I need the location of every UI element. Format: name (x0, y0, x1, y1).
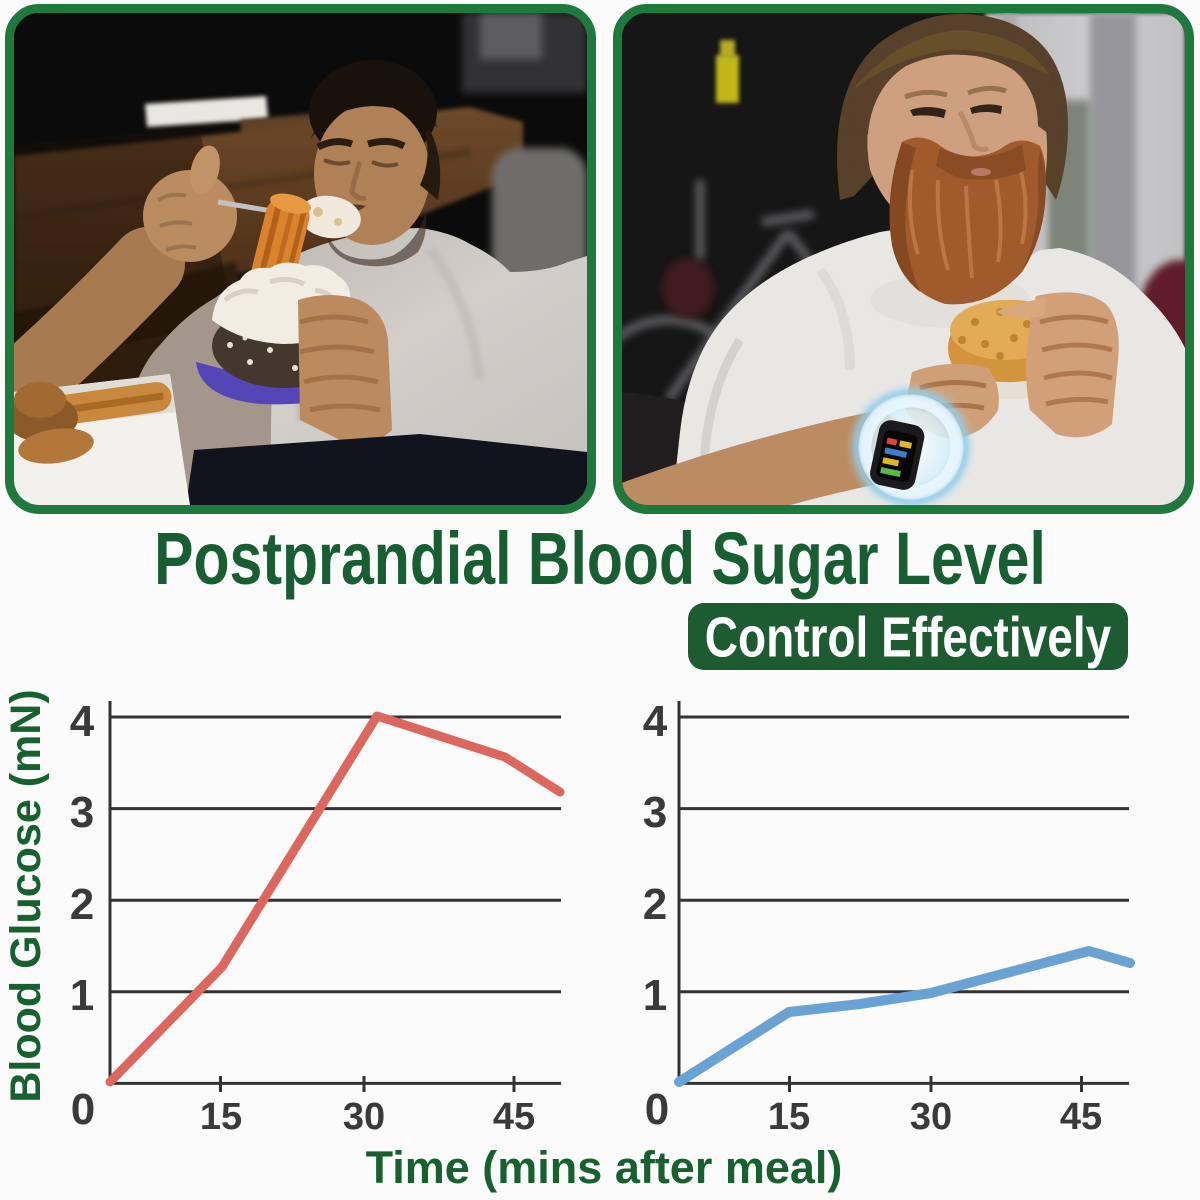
svg-text:0: 0 (645, 1085, 669, 1134)
svg-text:4: 4 (70, 697, 95, 746)
svg-text:45: 45 (1060, 1096, 1102, 1138)
svg-text:Blood Glucose (mN): Blood Glucose (mN) (2, 689, 50, 1102)
svg-text:3: 3 (643, 788, 667, 837)
svg-text:15: 15 (200, 1096, 242, 1138)
svg-text:1: 1 (70, 971, 94, 1020)
svg-text:30: 30 (910, 1096, 952, 1138)
svg-text:3: 3 (70, 788, 94, 837)
svg-text:0: 0 (71, 1085, 95, 1134)
svg-text:30: 30 (343, 1096, 385, 1138)
svg-text:2: 2 (70, 880, 94, 929)
svg-text:Time (mins after meal): Time (mins after meal) (366, 1142, 843, 1193)
svg-text:45: 45 (493, 1096, 535, 1138)
svg-text:1: 1 (643, 971, 667, 1020)
svg-text:15: 15 (768, 1096, 810, 1138)
svg-text:4: 4 (643, 697, 668, 746)
svg-text:2: 2 (643, 880, 667, 929)
